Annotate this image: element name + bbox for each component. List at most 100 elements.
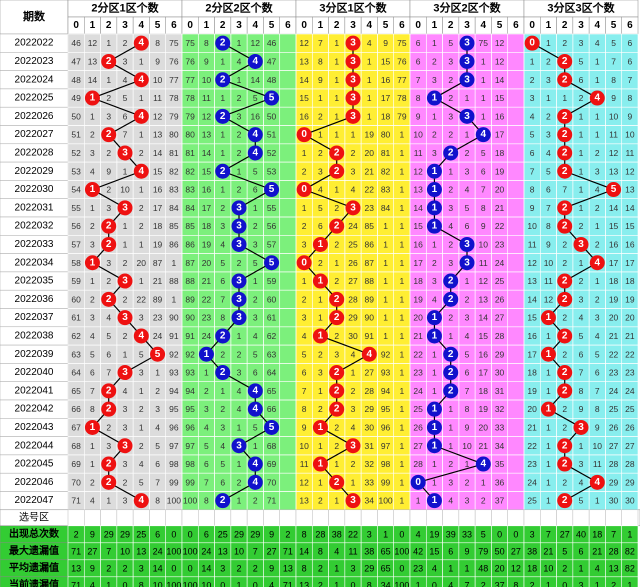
winning-ball	[426, 310, 442, 326]
miss-value: 37	[495, 496, 505, 506]
selection-cell[interactable]	[67, 509, 85, 527]
winning-ball-number: 3	[350, 495, 356, 506]
selection-cell[interactable]	[442, 509, 460, 527]
winning-ball-number: 4	[139, 330, 145, 341]
stat-value: 9	[269, 529, 274, 539]
miss-value: 13	[299, 56, 309, 66]
miss-value: 1	[562, 93, 567, 103]
stat-label: 当前遗漏值	[9, 578, 59, 587]
selection-cell[interactable]	[328, 509, 346, 527]
miss-value: 1	[139, 56, 144, 66]
winning-ball-number: 4	[139, 111, 145, 122]
miss-value: 75	[479, 38, 489, 48]
selection-cell[interactable]	[393, 509, 411, 527]
miss-value: 4	[106, 313, 111, 323]
selection-cell[interactable]	[474, 509, 492, 527]
selection-cell[interactable]	[507, 509, 525, 527]
miss-value: 3	[351, 166, 356, 176]
winning-ball	[345, 35, 361, 51]
miss-value: 5	[465, 203, 470, 213]
winning-ball-number: 4	[253, 385, 259, 396]
miss-value: 1	[530, 56, 535, 66]
selection-cell[interactable]	[588, 509, 606, 527]
selection-cell[interactable]	[132, 509, 150, 527]
stat-value: 1	[578, 563, 583, 573]
selection-cell[interactable]	[540, 509, 557, 527]
stat-value: 13	[283, 563, 293, 573]
miss-value: 5	[579, 496, 584, 506]
miss-value: 25	[495, 276, 505, 286]
selection-cell[interactable]	[605, 509, 622, 527]
miss-value: 2	[448, 239, 453, 249]
winning-ball	[557, 218, 573, 234]
selection-cell[interactable]	[149, 509, 166, 527]
miss-value: 14	[479, 313, 489, 323]
selection-cell[interactable]	[523, 509, 541, 527]
miss-value: 100	[378, 496, 392, 506]
miss-value: 92	[169, 349, 179, 359]
miss-value: 1	[318, 93, 323, 103]
miss-value: 4	[237, 56, 242, 66]
miss-value: 15	[153, 166, 163, 176]
miss-value: 8	[595, 404, 600, 414]
period-label: 2022042	[15, 404, 54, 415]
miss-value: 2	[302, 221, 307, 231]
miss-value: 30	[609, 496, 619, 506]
stat-value: 71	[283, 580, 293, 587]
miss-value: 87	[153, 258, 163, 268]
selection-cell[interactable]	[198, 509, 215, 527]
miss-value: 6	[90, 368, 95, 378]
selection-cell[interactable]	[230, 509, 248, 527]
miss-value: 2	[220, 349, 225, 359]
stat-value: 5	[562, 546, 567, 556]
selection-cell[interactable]	[263, 509, 280, 527]
selection-cell[interactable]	[556, 509, 574, 527]
miss-value: 5	[530, 130, 535, 140]
miss-value: 1	[448, 166, 453, 176]
winning-ball	[247, 383, 263, 399]
selection-cell[interactable]	[246, 509, 264, 527]
selection-cell[interactable]	[360, 509, 378, 527]
selection-cell[interactable]	[214, 509, 232, 527]
selection-cell[interactable]	[84, 509, 101, 527]
miss-value: 82	[381, 166, 391, 176]
digit-header: 5	[497, 20, 503, 31]
selection-cell[interactable]	[426, 509, 443, 527]
period-label: 2022026	[15, 111, 54, 122]
miss-value: 87	[185, 258, 195, 268]
miss-value: 1	[334, 185, 339, 195]
selection-cell[interactable]	[181, 509, 199, 527]
selection-cell[interactable]	[491, 509, 508, 527]
selection-cell[interactable]	[409, 509, 427, 527]
selection-cell[interactable]	[344, 509, 362, 527]
selection-cell[interactable]	[165, 509, 183, 527]
selection-cell[interactable]	[458, 509, 476, 527]
miss-value: 1	[318, 294, 323, 304]
selection-cell[interactable]	[116, 509, 134, 527]
winning-ball	[557, 493, 573, 509]
miss-value: 2	[318, 258, 323, 268]
miss-value: 9	[465, 422, 470, 432]
miss-value: 1	[237, 38, 242, 48]
winning-ball	[573, 236, 589, 252]
winning-ball	[573, 419, 589, 435]
stat-value: 8	[318, 546, 323, 556]
selection-cell[interactable]	[312, 509, 329, 527]
miss-value: 1	[416, 496, 421, 506]
selection-cell[interactable]	[572, 509, 590, 527]
miss-value: 1	[399, 477, 404, 487]
miss-value: 16	[413, 239, 423, 249]
miss-value: 25	[413, 404, 423, 414]
selection-cell[interactable]	[377, 509, 394, 527]
stat-value: 1	[627, 580, 632, 587]
selection-cell[interactable]	[100, 509, 118, 527]
selection-cell[interactable]	[295, 509, 313, 527]
miss-value: 3	[448, 258, 453, 268]
miss-value: 7	[318, 38, 323, 48]
selection-cell[interactable]	[279, 509, 297, 527]
miss-value: 21	[202, 276, 212, 286]
miss-value: 1	[253, 276, 258, 286]
selection-cell[interactable]	[621, 509, 639, 527]
miss-value: 10	[202, 75, 212, 85]
stat-value: 0	[122, 580, 127, 587]
